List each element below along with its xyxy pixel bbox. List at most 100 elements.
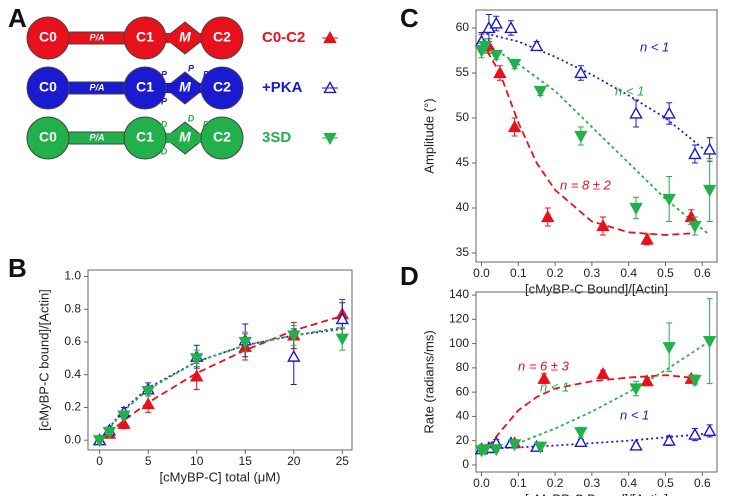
- marker: [478, 444, 492, 457]
- marker: [489, 444, 503, 457]
- legend-label: +PKA: [262, 79, 303, 96]
- marker: [533, 85, 548, 98]
- marker: [702, 142, 717, 155]
- marker: [702, 184, 717, 197]
- marker: [190, 369, 204, 382]
- x-tick-label: 0.6: [694, 266, 711, 280]
- marker: [533, 441, 548, 454]
- marker: [574, 434, 588, 447]
- marker: [287, 330, 301, 343]
- marker: [323, 81, 337, 94]
- domain-label: C1: [136, 29, 154, 45]
- y-tick-label: 140: [449, 287, 469, 301]
- x-axis-label: [cMyBP-C Bound]/[Actin]: [525, 281, 668, 296]
- marker: [489, 16, 503, 29]
- marker: [190, 353, 204, 366]
- marker: [640, 374, 654, 387]
- domain-label: C2: [213, 79, 231, 95]
- marker: [335, 333, 349, 346]
- annotation: n = 8 ± 2: [560, 177, 612, 192]
- marker: [507, 120, 522, 133]
- y-tick-label: 80: [456, 360, 470, 374]
- y-tick-label: 0.8: [64, 301, 81, 315]
- marker: [702, 336, 717, 349]
- x-tick-label: 0.2: [547, 266, 564, 280]
- marker: [662, 342, 676, 355]
- x-tick-label: 0.2: [547, 476, 564, 490]
- plot-frame: [87, 269, 353, 451]
- marker: [507, 58, 522, 71]
- marker: [629, 383, 643, 396]
- marker: [688, 220, 702, 233]
- x-tick-label: 0.4: [620, 266, 637, 280]
- marker: [574, 66, 588, 79]
- x-tick-label: 0.5: [657, 266, 674, 280]
- marker: [574, 427, 588, 440]
- domain: [200, 116, 244, 160]
- x-tick-label: 0.0: [473, 266, 490, 280]
- site-label: P: [203, 69, 210, 79]
- fit-curve: [99, 314, 343, 441]
- marker: [702, 424, 717, 437]
- marker: [530, 39, 544, 52]
- y-tick-label: 40: [456, 409, 470, 423]
- x-tick-label: 0.4: [620, 476, 637, 490]
- y-tick-label: 60: [456, 20, 470, 34]
- y-tick-label: 0: [462, 457, 469, 471]
- marker: [478, 40, 492, 53]
- x-tick-label: 0.0: [473, 476, 490, 490]
- y-tick-label: 0.2: [64, 400, 81, 414]
- domain: [123, 66, 167, 110]
- plot-frame: [475, 291, 718, 473]
- domain-label: C1: [136, 79, 154, 95]
- legend-label: C0-C2: [262, 29, 305, 46]
- domain-label: C1: [136, 129, 154, 145]
- m-label: M: [179, 129, 191, 145]
- panel-label: B: [8, 253, 27, 283]
- y-axis-label: Amplitude (°): [421, 98, 436, 173]
- domain: [26, 66, 70, 110]
- marker: [117, 416, 131, 429]
- y-tick-label: 35: [456, 245, 470, 259]
- plot-frame: [475, 9, 718, 263]
- linker-label: P/A: [89, 132, 104, 142]
- marker: [489, 49, 503, 62]
- marker: [640, 232, 654, 245]
- y-tick-label: 0.6: [64, 334, 81, 348]
- marker: [662, 106, 676, 119]
- marker: [541, 210, 555, 223]
- y-tick-label: 45: [456, 155, 470, 169]
- domain-label: C0: [39, 29, 57, 45]
- y-axis-label: [cMyBP-C bound]/[Actin]: [36, 289, 51, 431]
- m-label: M: [179, 29, 191, 45]
- marker: [102, 426, 117, 439]
- m-label: M: [179, 79, 191, 95]
- marker: [596, 366, 610, 380]
- marker: [493, 66, 507, 79]
- marker: [596, 219, 610, 232]
- marker: [335, 312, 349, 325]
- y-tick-label: 100: [449, 336, 469, 350]
- marker: [323, 31, 337, 44]
- annotation: n < 1: [640, 39, 669, 54]
- annotation: n = 6 ± 3: [518, 358, 570, 373]
- domain: [26, 116, 70, 160]
- y-tick-label: 55: [456, 65, 470, 79]
- marker: [92, 435, 107, 448]
- site-label: P: [161, 69, 168, 79]
- panel-label: A: [8, 3, 27, 33]
- marker: [662, 433, 676, 446]
- marker: [629, 106, 643, 119]
- x-tick-label: 25: [336, 454, 350, 468]
- panel-label: D: [400, 261, 419, 291]
- fit-curve: [98, 328, 343, 441]
- marker: [141, 397, 155, 410]
- x-tick-label: 0.3: [584, 476, 601, 490]
- domain: [200, 66, 244, 110]
- x-axis-label: [cMyBP-C Bound]/[Actin]: [525, 491, 668, 496]
- x-axis-label: [cMyBP-C] total (μM): [160, 469, 281, 484]
- y-tick-label: 40: [456, 200, 470, 214]
- domain-label: C2: [213, 29, 231, 45]
- panel-label: C: [400, 3, 419, 33]
